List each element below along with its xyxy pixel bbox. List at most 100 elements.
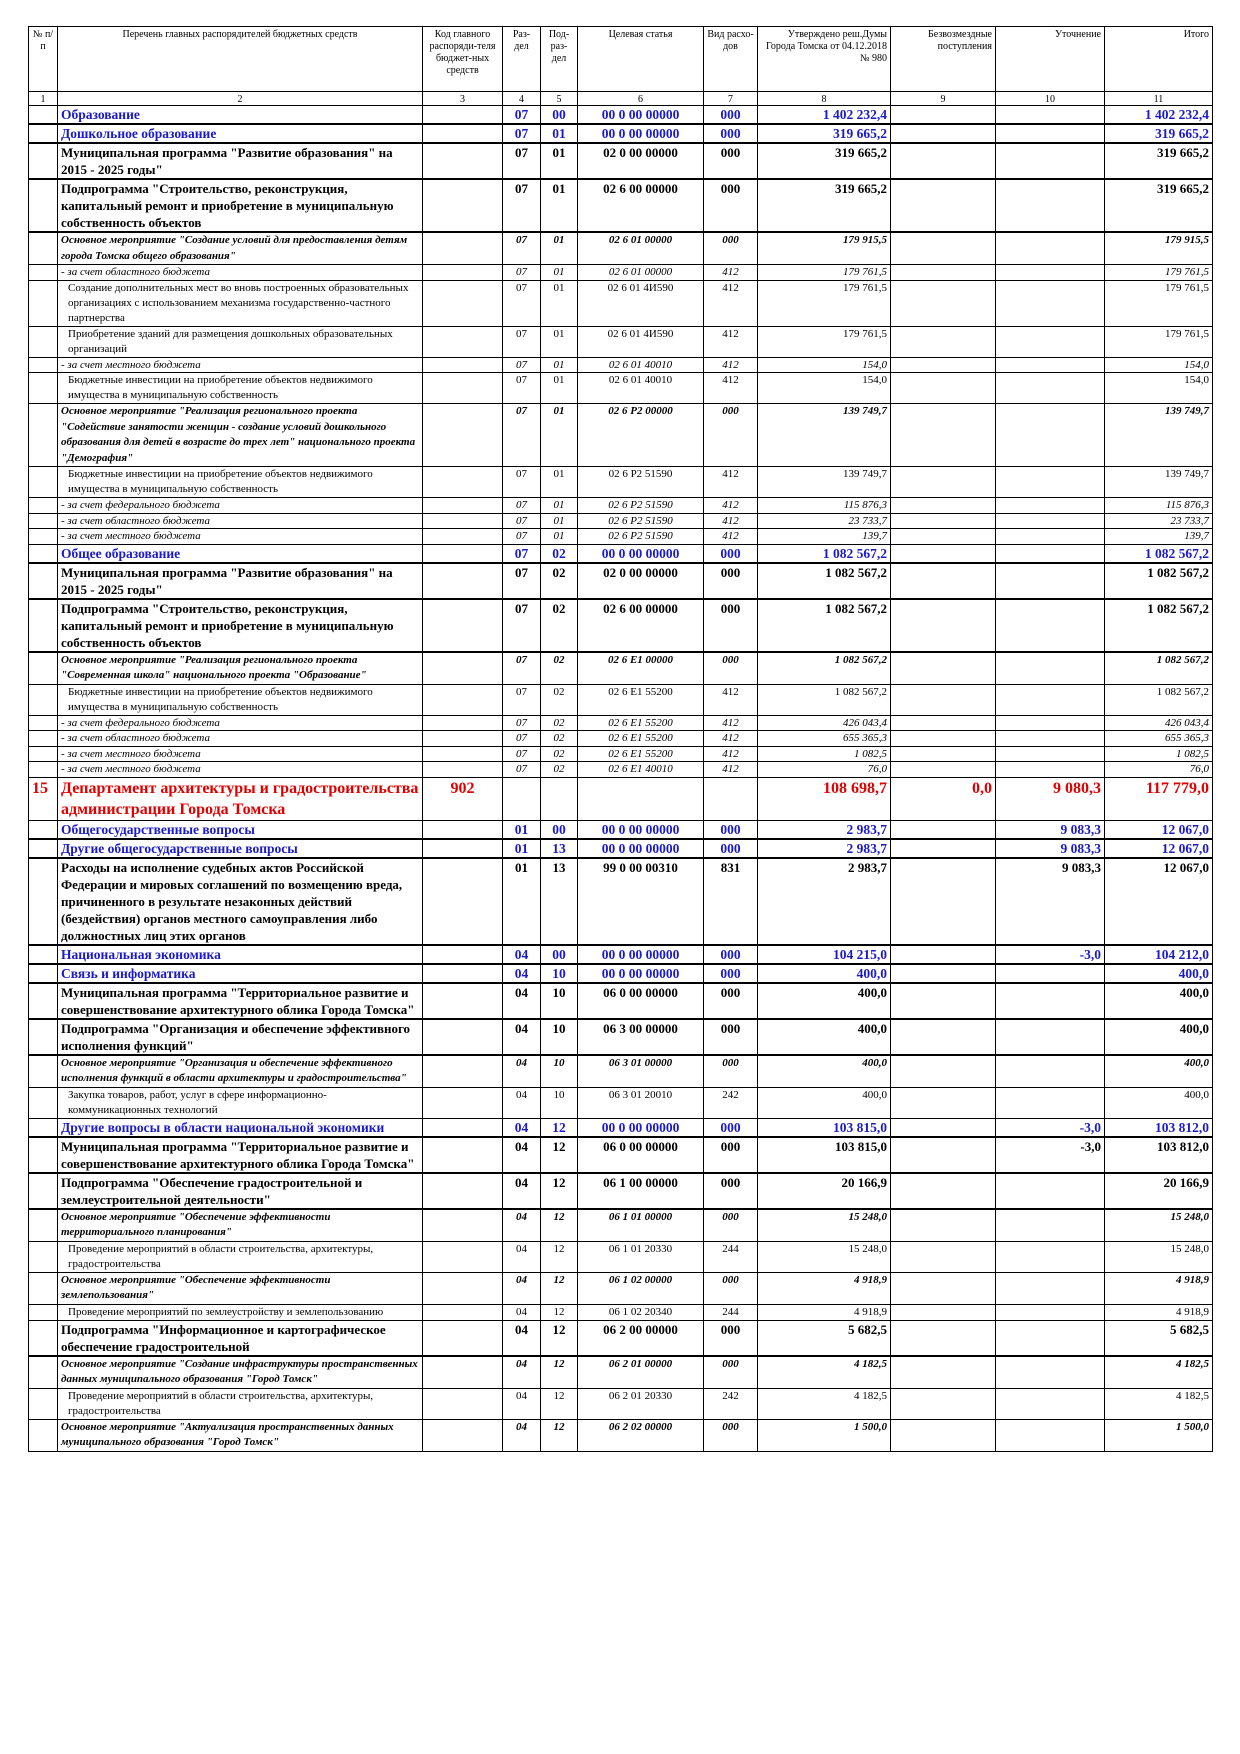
table-cell: 5 682,5: [757, 1319, 891, 1357]
table-cell: 000: [703, 1117, 758, 1138]
table-cell: [28, 651, 58, 685]
table-cell: [995, 1303, 1105, 1321]
table-cell: [28, 963, 58, 984]
table-cell: 412: [703, 264, 758, 281]
table-cell: 04: [502, 1054, 541, 1088]
table-cell: 01: [540, 403, 578, 467]
column-number: 4: [502, 91, 541, 106]
table-cell: 426 043,4: [757, 714, 891, 731]
table-cell: 12 067,0: [1104, 857, 1213, 946]
table-cell: 412: [703, 279, 758, 327]
table-cell: [422, 356, 503, 373]
table-cell: [422, 105, 503, 125]
table-cell: [995, 142, 1105, 180]
table-cell: 4 182,5: [757, 1355, 891, 1389]
table-cell: 000: [703, 1319, 758, 1357]
table-cell: [28, 543, 58, 564]
table-cell: 06 3 01 20010: [577, 1086, 704, 1119]
table-cell: [995, 1018, 1105, 1056]
table-cell: 179 761,5: [757, 279, 891, 327]
table-cell: [995, 1172, 1105, 1210]
table-cell: [28, 982, 58, 1020]
table-cell: Муниципальная программа "Развитие образо…: [57, 562, 423, 600]
table-cell: 5 682,5: [1104, 1319, 1213, 1357]
table-cell: 00 0 00 00000: [577, 944, 704, 965]
table-cell: [995, 123, 1105, 144]
table-cell: [28, 714, 58, 731]
table-cell: 06 1 01 00000: [577, 1208, 704, 1242]
table-cell: - за счет областного бюджета: [57, 264, 423, 281]
table-cell: [995, 761, 1105, 778]
table-cell: 02 6 00 00000: [577, 598, 704, 653]
table-cell: Создание дополнительных мест во вновь по…: [57, 279, 423, 327]
table-cell: 02 6 00 00000: [577, 178, 704, 233]
table-cell: 154,0: [1104, 356, 1213, 373]
table-cell: 04: [502, 1086, 541, 1119]
table-cell: 06 2 01 20330: [577, 1387, 704, 1420]
table-cell: 10: [540, 982, 578, 1020]
table-cell: 1 082,5: [1104, 745, 1213, 762]
table-cell: 07: [502, 264, 541, 281]
table-cell: Дошкольное образование: [57, 123, 423, 144]
table-cell: 04: [502, 1319, 541, 1357]
header-row: № п/п Перечень главных распорядителей бюд…: [28, 26, 1213, 92]
table-cell: 07: [502, 730, 541, 747]
table-cell: [422, 403, 503, 467]
column-number: 10: [995, 91, 1105, 106]
table-cell: 139 749,7: [757, 403, 891, 467]
table-cell: 01: [540, 178, 578, 233]
table-cell: [890, 651, 996, 685]
table-cell: 00 0 00 00000: [577, 543, 704, 564]
table-cell: Приобретение зданий для размещения дошко…: [57, 325, 423, 358]
table-row: Муниципальная программа "Территориальное…: [28, 982, 1213, 1020]
table-cell: 02: [540, 745, 578, 762]
table-cell: - за счет местного бюджета: [57, 745, 423, 762]
table-cell: 12: [540, 1387, 578, 1420]
table-cell: [890, 1172, 996, 1210]
table-cell: Муниципальная программа "Территориальное…: [57, 982, 423, 1020]
table-cell: [422, 325, 503, 358]
table-cell: 412: [703, 683, 758, 716]
table-cell: 400,0: [757, 1018, 891, 1056]
table-cell: [422, 1271, 503, 1305]
table-cell: 412: [703, 714, 758, 731]
table-cell: 12: [540, 1319, 578, 1357]
table-cell: 00 0 00 00000: [577, 123, 704, 144]
table-cell: 07: [502, 497, 541, 514]
table-cell: 06 1 00 00000: [577, 1172, 704, 1210]
table-cell: 20 166,9: [757, 1172, 891, 1210]
table-cell: [995, 325, 1105, 358]
table-cell: [422, 745, 503, 762]
table-cell: 4 918,9: [757, 1271, 891, 1305]
table-cell: 02 0 00 00000: [577, 142, 704, 180]
table-cell: 07: [502, 466, 541, 498]
table-cell: [890, 1303, 996, 1321]
table-cell: 04: [502, 963, 541, 984]
table-cell: 000: [703, 1418, 758, 1452]
table-cell: 13: [540, 838, 578, 859]
table-cell: [28, 279, 58, 327]
table-cell: 12: [540, 1172, 578, 1210]
column-number: 3: [422, 91, 503, 106]
table-cell: 400,0: [1104, 1054, 1213, 1088]
table-cell: 655 365,3: [1104, 730, 1213, 747]
table-cell: Муниципальная программа "Территориальное…: [57, 1136, 423, 1174]
table-cell: 07: [502, 761, 541, 778]
table-cell: 000: [703, 1054, 758, 1088]
table-cell: 15 248,0: [1104, 1208, 1213, 1242]
table-cell: [995, 543, 1105, 564]
table-cell: [995, 598, 1105, 653]
table-cell: 01: [540, 466, 578, 498]
table-cell: 02 6 01 00000: [577, 231, 704, 265]
table-cell: [995, 714, 1105, 731]
table-cell: [422, 1319, 503, 1357]
table-cell: 12 067,0: [1104, 838, 1213, 859]
header-cell: № п/п: [28, 26, 58, 92]
table-cell: Подпрограмма "Информационное и картограф…: [57, 1319, 423, 1357]
table-cell: [422, 279, 503, 327]
table-row: Расходы на исполнение судебных актов Рос…: [28, 857, 1213, 946]
column-number: 1: [28, 91, 58, 106]
table-cell: [890, 123, 996, 144]
table-cell: 04: [502, 1018, 541, 1056]
table-cell: 1 500,0: [757, 1418, 891, 1452]
